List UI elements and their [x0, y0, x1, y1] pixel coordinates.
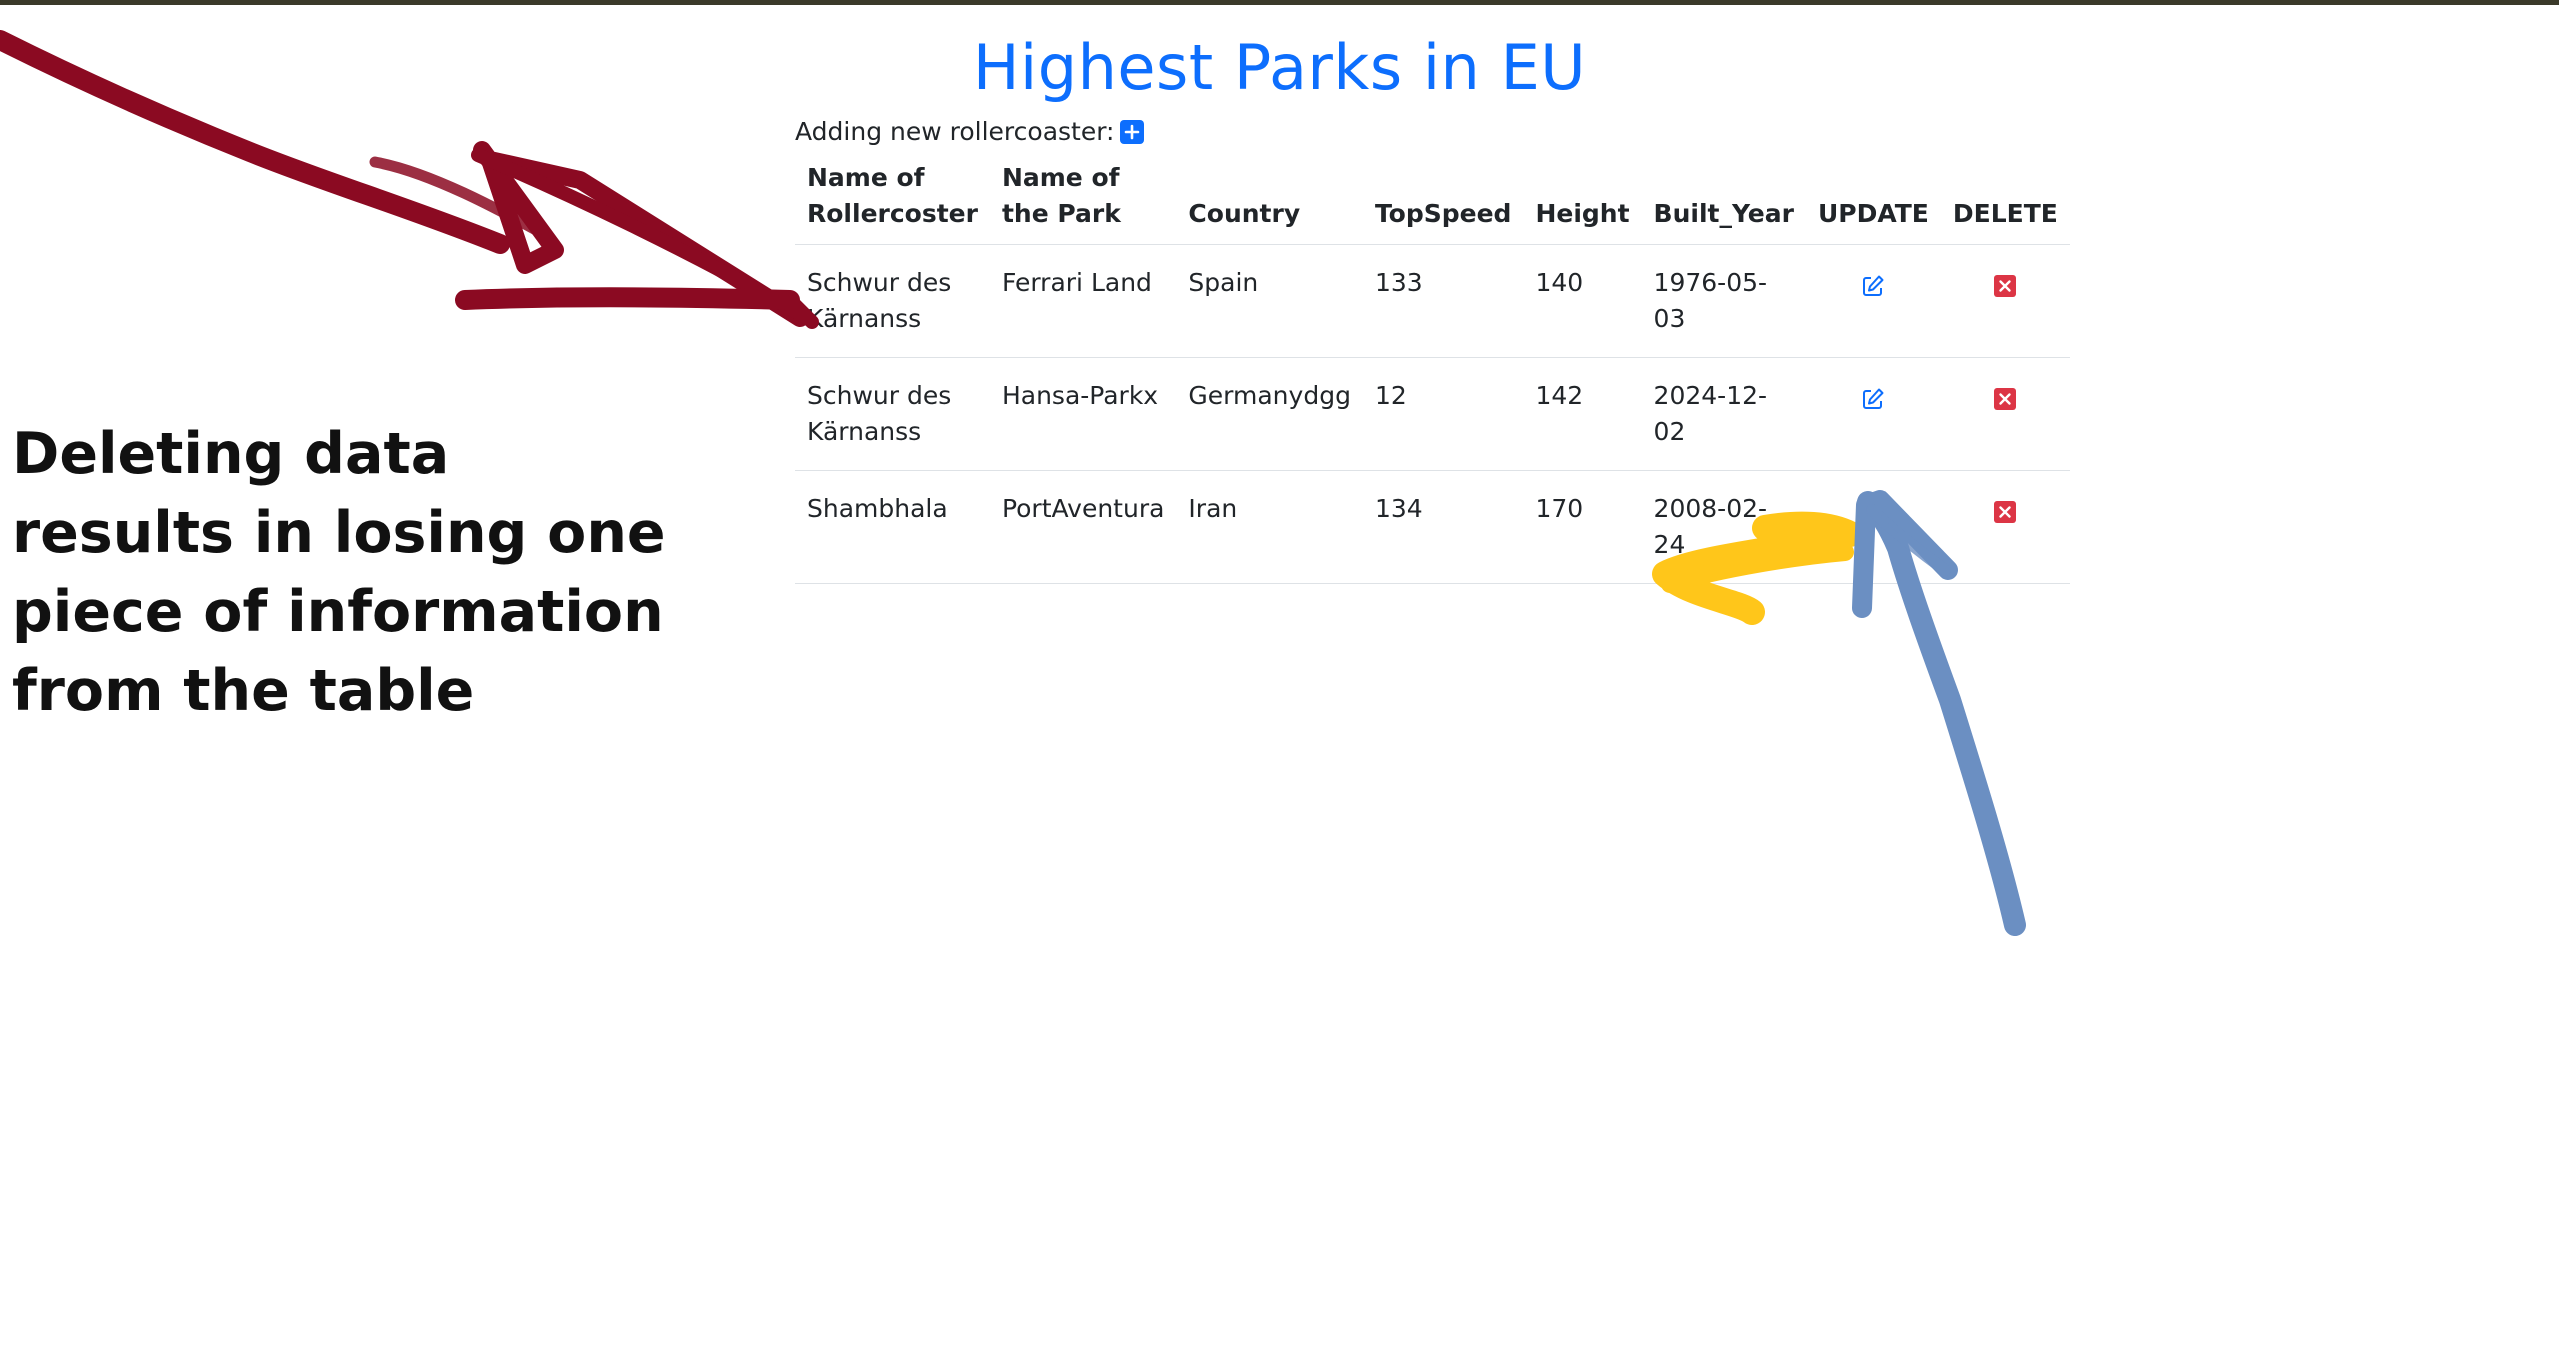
header-update: UPDATE [1805, 160, 1941, 245]
cell-park: Hansa-Parkx [989, 357, 1177, 471]
cell-country: Germanydgg [1176, 357, 1363, 471]
header-built-year: Built_Year [1641, 160, 1806, 245]
cell-delete [1940, 470, 2070, 584]
cell-update [1805, 470, 1941, 584]
header-park: Name of the Park [989, 160, 1177, 245]
pencil-square-icon[interactable] [1861, 274, 1885, 298]
plus-icon [1125, 124, 1140, 140]
cell-country: Spain [1176, 244, 1363, 358]
add-label: Adding new rollercoaster: [795, 117, 1115, 146]
table-row: Schwur des Kärnanss Ferrari Land Spain 1… [795, 244, 2070, 358]
x-square-icon[interactable] [1993, 500, 2017, 524]
annotation-text: Deleting data results in losing one piec… [12, 421, 666, 724]
cell-height: 140 [1523, 244, 1642, 358]
add-rollercoaster-button[interactable] [1120, 120, 1145, 144]
pencil-square-icon[interactable] [1861, 387, 1885, 411]
cell-height: 170 [1523, 470, 1642, 584]
page-title: Highest Parks in EU [972, 31, 1587, 104]
cell-name: Schwur des Kärnanss [795, 357, 990, 471]
cell-country: Iran [1176, 470, 1363, 584]
cell-delete [1940, 357, 2070, 471]
cell-name: Schwur des Kärnanss [795, 244, 990, 358]
cell-height: 142 [1523, 357, 1642, 471]
cell-name: Shambhala [795, 470, 990, 584]
cell-built-year: 2024-12-02 [1641, 357, 1806, 471]
cell-park: Ferrari Land [989, 244, 1177, 358]
rollercoaster-table: Name of Rollercoster Name of the Park Co… [795, 160, 2070, 584]
cell-delete [1940, 244, 2070, 358]
header-topspeed: TopSpeed [1362, 160, 1524, 245]
x-square-icon[interactable] [1993, 274, 2017, 298]
pencil-square-icon[interactable] [1861, 500, 1885, 524]
header-name: Name of Rollercoster [795, 160, 990, 245]
cell-built-year: 2008-02-24 [1641, 470, 1806, 584]
add-row: Adding new rollercoaster: [795, 114, 1145, 150]
header-country: Country [1176, 160, 1363, 245]
header-height: Height [1523, 160, 1642, 245]
cell-update [1805, 244, 1941, 358]
table-row: Shambhala PortAventura Iran 134 170 2008… [795, 470, 2070, 584]
header-delete: DELETE [1940, 160, 2070, 245]
cell-topspeed: 133 [1362, 244, 1524, 358]
cell-park: PortAventura [989, 470, 1177, 584]
cell-topspeed: 12 [1362, 357, 1524, 471]
x-square-icon[interactable] [1993, 387, 2017, 411]
cell-built-year: 1976-05-03 [1641, 244, 1806, 358]
table-row: Schwur des Kärnanss Hansa-Parkx Germanyd… [795, 357, 2070, 471]
cell-update [1805, 357, 1941, 471]
cell-topspeed: 134 [1362, 470, 1524, 584]
window-top-border [0, 0, 2559, 5]
table-header-row: Name of Rollercoster Name of the Park Co… [795, 160, 2070, 245]
